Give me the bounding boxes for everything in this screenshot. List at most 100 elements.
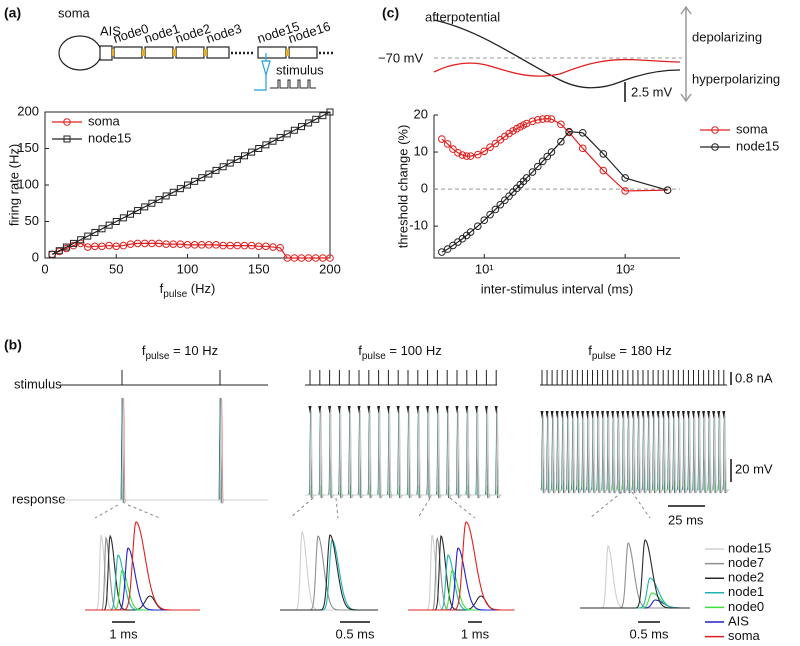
spike-tip	[386, 406, 390, 414]
condition-sub: pulse	[145, 351, 169, 362]
data-point	[621, 174, 629, 182]
x-tick-label: 10²	[616, 261, 635, 276]
response-trace	[305, 409, 502, 499]
data-point	[48, 250, 56, 258]
spike-tip	[435, 406, 439, 414]
data-point	[162, 240, 170, 248]
data-point	[522, 174, 531, 182]
afterpotential-trace	[433, 58, 681, 77]
electrode	[254, 53, 271, 91]
data-point	[473, 150, 482, 159]
x-tick-label: 200	[319, 261, 341, 276]
spike-tip	[406, 406, 410, 414]
spike-tip	[416, 406, 420, 414]
spike-tip	[631, 411, 635, 419]
data-point	[226, 159, 234, 167]
spike-tip	[585, 411, 589, 419]
scale-label: 20 mV	[735, 461, 773, 476]
data-point	[283, 254, 292, 262]
stimulus-trace	[60, 370, 268, 386]
spike-tip	[575, 411, 579, 419]
spike-tip	[560, 411, 564, 419]
spike-tip	[455, 406, 459, 414]
data-point	[326, 108, 334, 116]
data-point	[83, 243, 92, 251]
data-point	[505, 129, 513, 138]
response-trace	[60, 397, 268, 504]
data-point	[565, 127, 573, 136]
inset-trace	[85, 534, 200, 611]
y-tick-label: -10	[409, 218, 428, 233]
connector	[94, 504, 119, 519]
spike-tip	[465, 406, 469, 414]
row-label: stimulus	[14, 376, 62, 391]
data-point	[505, 192, 513, 200]
spike-tip	[475, 406, 479, 414]
data-point	[119, 241, 128, 250]
data-point	[543, 152, 552, 161]
axon-diagram	[58, 35, 333, 91]
connector	[335, 497, 339, 519]
data-point	[84, 232, 92, 240]
data-point	[443, 140, 452, 148]
inset-trace	[85, 534, 200, 611]
row-label: response	[12, 491, 65, 506]
data-point	[312, 115, 320, 123]
data-point	[241, 152, 248, 160]
legend-marker	[711, 143, 719, 151]
node-gap	[173, 49, 176, 56]
data-point	[557, 137, 565, 146]
data-point	[496, 200, 505, 209]
node-shape	[113, 46, 143, 59]
afterpotential-title: afterpotential	[425, 9, 500, 24]
scale-label: 25 ms	[668, 512, 704, 527]
spike-tip	[676, 411, 680, 419]
spike-tip	[601, 411, 605, 419]
data-point	[449, 145, 457, 153]
condition-part: f	[588, 343, 592, 358]
x-axis-label-sub: pulse	[163, 289, 187, 300]
spike-tip	[692, 411, 695, 419]
data-point	[501, 196, 509, 205]
node-shape	[206, 46, 230, 59]
spike-tip	[646, 411, 650, 419]
data-point	[141, 203, 149, 211]
data-point	[98, 225, 106, 233]
inset-trace	[85, 554, 200, 611]
data-point	[538, 115, 547, 123]
data-point	[176, 240, 185, 248]
spike-tip	[591, 411, 594, 419]
legend-label: node15	[728, 540, 771, 555]
data-point	[127, 210, 134, 218]
data-point	[547, 115, 556, 123]
condition-title: fpulse = 100 Hz	[358, 343, 442, 361]
x-tick-label: 150	[248, 261, 270, 276]
data-point	[462, 152, 471, 160]
data-point	[269, 243, 277, 251]
data-point	[298, 123, 305, 131]
x-axis-label-part: f	[160, 281, 164, 296]
response-trace	[305, 409, 502, 499]
stimulus-trace	[540, 370, 727, 386]
data-point	[233, 241, 242, 250]
y-tick-label: 200	[17, 103, 39, 118]
y-tick-label: 10	[414, 143, 428, 158]
stimulus-trace	[305, 370, 497, 386]
y-axis-label: threshold change (%)	[395, 125, 410, 249]
data-point	[319, 254, 327, 262]
data-point	[126, 240, 135, 248]
data-point	[191, 177, 199, 185]
data-point	[528, 117, 537, 126]
data-point	[247, 241, 256, 250]
data-point	[557, 120, 565, 129]
spike-tip	[621, 411, 625, 419]
node-shape	[288, 46, 318, 59]
response-trace	[540, 479, 730, 494]
legend-label: soma	[88, 113, 121, 128]
data-point	[319, 112, 327, 120]
spike-tip	[651, 411, 655, 419]
response-trace	[60, 397, 268, 504]
response-trace	[305, 409, 502, 499]
data-point	[226, 241, 235, 250]
